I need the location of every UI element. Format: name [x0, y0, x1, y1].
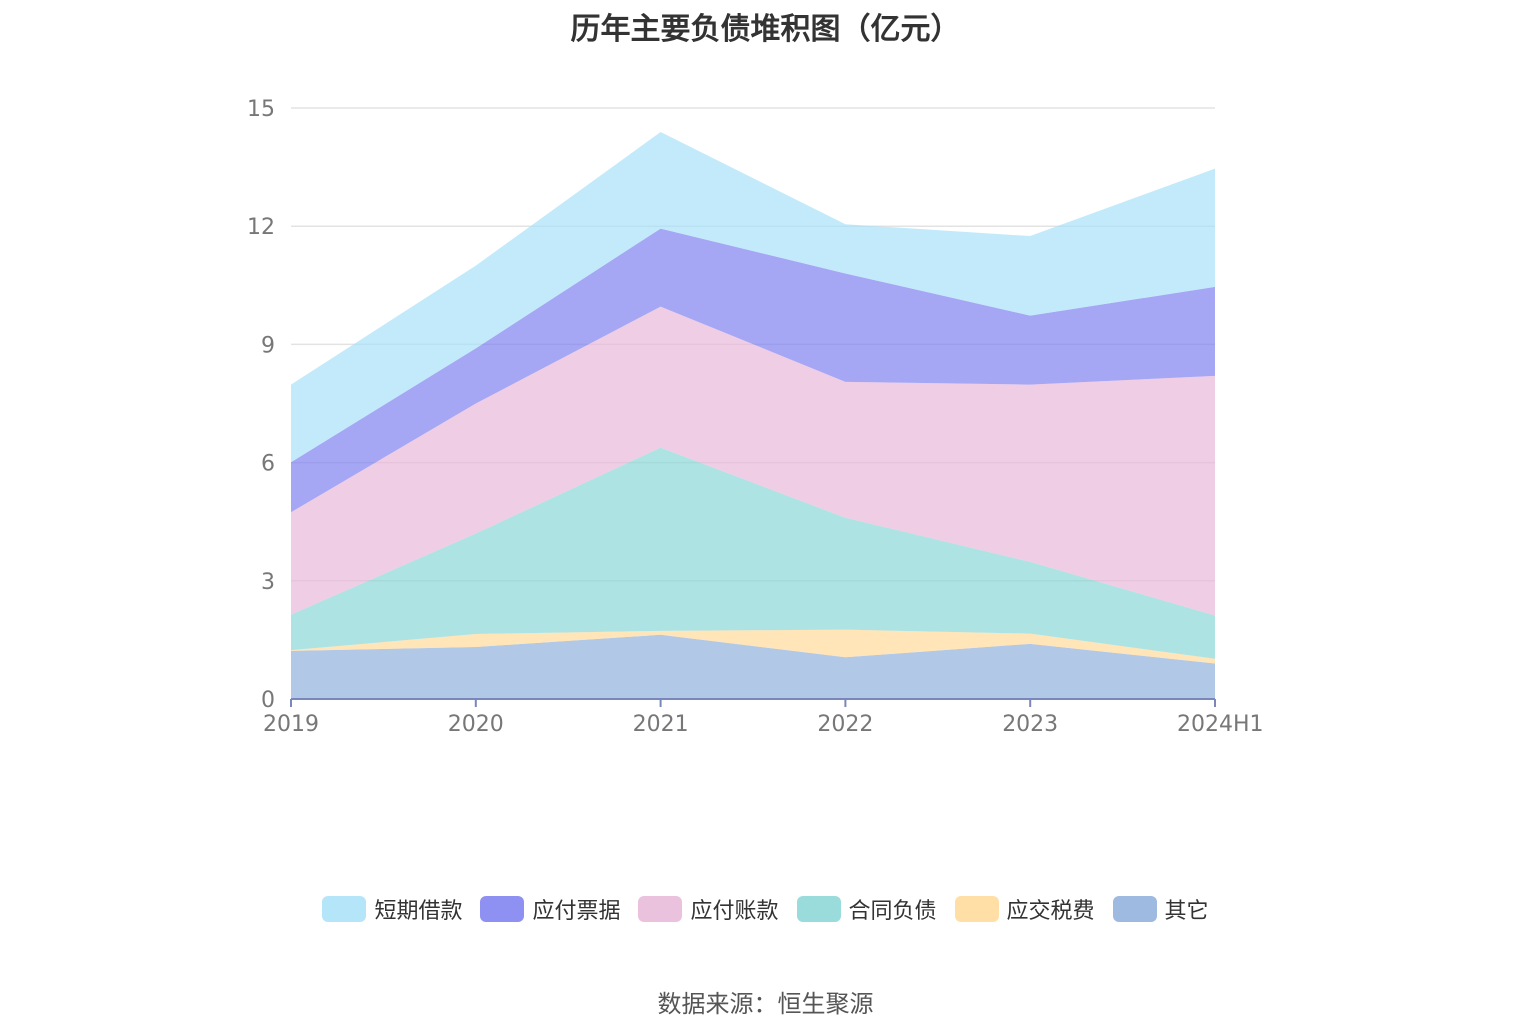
- legend-swatch: [1112, 896, 1157, 922]
- chart-title: 历年主要负债堆积图（亿元）: [570, 12, 961, 47]
- y-tick-label: 15: [247, 97, 275, 122]
- y-tick-label: 9: [261, 333, 275, 358]
- area-series[interactable]: [291, 228, 1215, 513]
- legend-item[interactable]: 应付票据: [480, 893, 620, 925]
- x-tick-label: 2021: [633, 712, 689, 737]
- legend-swatch: [796, 896, 841, 922]
- area-series[interactable]: [291, 132, 1215, 463]
- legend-label: 应付账款: [690, 899, 779, 924]
- legend-label: 合同负债: [848, 899, 937, 924]
- area-series[interactable]: [291, 634, 1215, 699]
- data-source: 数据来源：恒生聚源: [657, 990, 874, 1018]
- legend-item[interactable]: 短期借款: [322, 893, 462, 925]
- x-tick-label: 2023: [1002, 712, 1058, 737]
- x-tick-label: 2022: [817, 712, 873, 737]
- legend-swatch: [480, 896, 525, 922]
- legend-item[interactable]: 其它: [1112, 893, 1209, 925]
- legend-item[interactable]: 合同负债: [796, 893, 937, 925]
- x-tick-label: 2019: [263, 712, 319, 737]
- legend-label: 应付票据: [532, 899, 621, 924]
- x-tick-label: 2020: [448, 712, 504, 737]
- legend-label: 短期借款: [374, 899, 463, 924]
- area-layers: [291, 132, 1215, 699]
- area-series[interactable]: [291, 447, 1215, 659]
- x-tick-label: 2024H1: [1177, 712, 1264, 737]
- y-tick-label: 12: [247, 215, 275, 240]
- legend-label: 应交税费: [1006, 899, 1095, 924]
- y-tick-label: 0: [261, 688, 275, 713]
- axes: 0 3 6 9 12 15 2019 2020 2021 2022 2023 2024H1: [247, 97, 1264, 737]
- legend: 短期借款 应付票据 应付账款 合同负债 应交税费 其它: [0, 893, 1531, 925]
- legend-label: 其它: [1164, 899, 1209, 924]
- legend-swatch: [638, 896, 683, 922]
- y-tick-label: 6: [261, 452, 275, 477]
- area-series[interactable]: [291, 306, 1215, 616]
- legend-item[interactable]: 应交税费: [954, 893, 1095, 925]
- legend-swatch: [322, 896, 367, 922]
- legend-swatch: [954, 896, 999, 922]
- area-series[interactable]: [291, 629, 1215, 664]
- legend-item[interactable]: 应付账款: [638, 893, 779, 925]
- y-tick-label: 3: [261, 570, 275, 595]
